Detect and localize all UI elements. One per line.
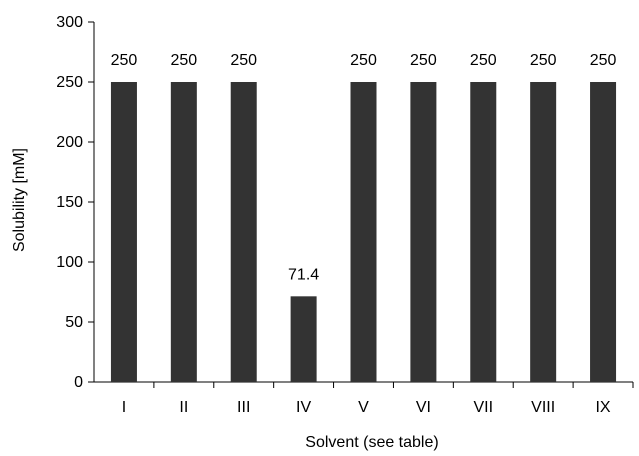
x-tick-label: VIII <box>531 399 555 416</box>
x-tick-label: III <box>237 399 250 416</box>
bar <box>290 296 317 382</box>
data-label: 71.4 <box>288 266 319 283</box>
y-tick-label: 0 <box>74 374 83 391</box>
data-label: 250 <box>111 52 138 69</box>
y-tick-label: 100 <box>56 254 83 271</box>
y-tick-label: 300 <box>56 14 83 31</box>
x-tick-label: VI <box>416 399 431 416</box>
data-label: 250 <box>230 52 257 69</box>
bar <box>350 82 377 382</box>
bar <box>230 82 257 382</box>
bar <box>530 82 557 382</box>
x-axis-title: Solvent (see table) <box>305 434 438 451</box>
y-tick-label: 200 <box>56 134 83 151</box>
bar <box>110 82 137 382</box>
y-axis-title: Solubility [mM] <box>11 148 28 252</box>
x-axis-ticks: I II III IV V VI VII VIII IX <box>122 382 634 416</box>
y-tick-label: 150 <box>56 194 83 211</box>
x-tick-label: IX <box>595 399 610 416</box>
y-axis-ticks: 0 50 100 150 200 250 300 <box>56 14 94 391</box>
data-label: 250 <box>590 52 617 69</box>
data-labels: 250 250 250 71.4 250 250 250 250 250 <box>111 52 617 283</box>
data-label: 250 <box>530 52 557 69</box>
bar <box>410 82 437 382</box>
data-label: 250 <box>470 52 497 69</box>
data-label: 250 <box>170 52 197 69</box>
data-label: 250 <box>350 52 377 69</box>
bar <box>170 82 197 382</box>
bar <box>590 82 617 382</box>
x-tick-label: IV <box>296 399 311 416</box>
x-tick-label: I <box>122 399 126 416</box>
bars <box>110 82 617 382</box>
y-tick-label: 50 <box>65 314 83 331</box>
x-tick-label: VII <box>473 399 493 416</box>
bar <box>470 82 497 382</box>
y-tick-label: 250 <box>56 74 83 91</box>
x-tick-label: V <box>358 399 369 416</box>
x-tick-label: II <box>179 399 188 416</box>
data-label: 250 <box>410 52 437 69</box>
